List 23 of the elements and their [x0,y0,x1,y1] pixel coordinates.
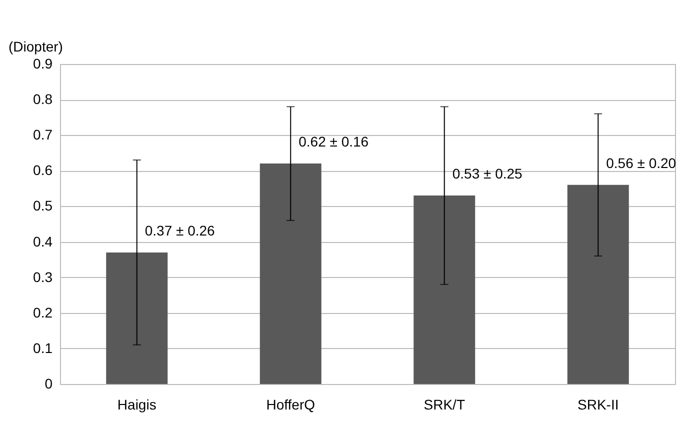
y-tick-label: 0.1 [33,340,53,356]
y-tick-label: 0 [44,376,53,392]
bar [414,196,476,384]
y-tick-label: 0.5 [33,198,53,214]
bar [260,164,322,384]
data-label: 0.37 ± 0.26 [144,222,216,238]
bar [567,184,629,384]
data-label: 0.56 ± 0.20 [606,154,676,171]
y-tick-label: 0.3 [33,268,53,285]
x-tick-label: HofferQ [266,396,316,412]
x-tick-label: SRK/T [424,396,466,412]
y-axis-title: (Diopter) [8,38,63,54]
bar [106,252,168,384]
y-tick-label: 0.8 [33,91,53,108]
y-tick-label: 0.2 [33,304,53,320]
data-label: 0.62 ± 0.16 [298,134,369,150]
data-label: 0.53 ± 0.25 [452,166,523,182]
y-tick-label: 0.9 [33,56,53,72]
x-tick-label: Haigis [117,396,156,412]
y-tick-label: 0.7 [33,126,53,143]
y-tick-label: 0.6 [33,162,53,178]
y-tick-label: 0.4 [33,233,53,250]
x-tick-label: SRK-II [578,396,619,412]
